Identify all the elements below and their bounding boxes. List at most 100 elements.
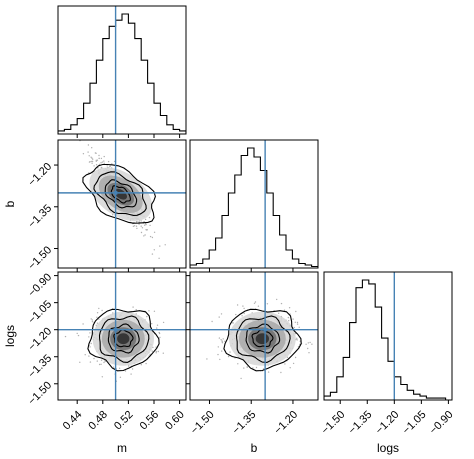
sample-point bbox=[103, 162, 105, 164]
sample-point bbox=[100, 157, 103, 160]
hist-b bbox=[189, 139, 319, 269]
x-tick-label: −1.35 bbox=[230, 409, 258, 437]
contour-2 bbox=[104, 179, 138, 209]
sample-point bbox=[98, 363, 101, 366]
sample-point bbox=[146, 315, 148, 318]
sample-point bbox=[311, 343, 313, 345]
x-axis-title-b: b bbox=[251, 441, 258, 455]
x-tick-label: 0.56 bbox=[138, 409, 162, 433]
sample-point bbox=[145, 362, 147, 365]
sample-point bbox=[89, 332, 91, 334]
y-axis-title-b: b bbox=[3, 200, 17, 207]
x-tick-label: 0.44 bbox=[61, 409, 85, 433]
sample-point bbox=[98, 154, 100, 157]
sample-point bbox=[98, 163, 101, 166]
sample-point bbox=[93, 357, 95, 360]
x-axis-m-col0: 0.44 0.48 0.52 0.56 0.60 m bbox=[61, 400, 187, 455]
sample-point bbox=[87, 151, 89, 153]
y-tick-label: −1.20 bbox=[26, 161, 54, 189]
sample-point bbox=[101, 376, 104, 378]
sample-point bbox=[88, 355, 90, 357]
sample-point bbox=[96, 360, 99, 362]
sample-point bbox=[71, 122, 72, 123]
sample-point bbox=[76, 332, 78, 335]
sample-point bbox=[89, 346, 91, 348]
panel-frame bbox=[57, 139, 187, 269]
sample-point bbox=[288, 320, 290, 322]
sample-point bbox=[82, 153, 85, 155]
sample-point bbox=[298, 326, 300, 328]
sample-point bbox=[286, 356, 289, 358]
sample-point bbox=[130, 373, 132, 375]
sample-point bbox=[135, 225, 138, 227]
sample-point bbox=[246, 366, 248, 368]
sample-point bbox=[107, 160, 110, 163]
density-level-3 bbox=[114, 188, 127, 200]
sample-point bbox=[64, 335, 67, 338]
panel-frame bbox=[57, 271, 187, 401]
panel-content bbox=[58, 272, 186, 400]
sample-point bbox=[153, 310, 156, 312]
sample-point bbox=[157, 350, 159, 353]
sample-point bbox=[206, 358, 208, 360]
sample-point bbox=[132, 225, 135, 227]
sample-point bbox=[95, 159, 98, 161]
sample-point bbox=[243, 307, 245, 310]
sample-point bbox=[135, 309, 137, 311]
sample-point bbox=[103, 361, 105, 364]
sample-point bbox=[287, 316, 290, 319]
sample-point bbox=[146, 229, 148, 231]
sample-point bbox=[221, 350, 223, 352]
sample-point bbox=[156, 327, 158, 329]
x-axis-title-m: m bbox=[117, 441, 127, 455]
sample-point bbox=[235, 313, 237, 316]
hist-step-b bbox=[190, 147, 318, 268]
sample-point bbox=[77, 334, 80, 337]
sample-point bbox=[140, 225, 142, 227]
sample-point bbox=[151, 236, 154, 239]
sample-point bbox=[88, 336, 90, 338]
sample-point bbox=[87, 144, 90, 146]
sample-point bbox=[100, 363, 102, 365]
x-tick-label: 0.52 bbox=[112, 409, 136, 433]
sample-point bbox=[93, 165, 95, 167]
sample-point bbox=[289, 367, 291, 369]
sample-point bbox=[162, 352, 164, 354]
sample-point bbox=[79, 361, 81, 363]
sample-point bbox=[103, 160, 105, 162]
sample-point bbox=[100, 359, 103, 361]
sample-point bbox=[153, 249, 155, 251]
panel-logs-vs-m bbox=[57, 271, 187, 401]
y-axis-logs: −1.50−1.35−1.20−1.05−0.90 logs bbox=[3, 271, 58, 408]
sample-point bbox=[308, 352, 310, 354]
sample-point bbox=[98, 157, 100, 160]
sample-point bbox=[224, 340, 226, 342]
sample-point bbox=[96, 159, 99, 161]
y-tick-label: −0.90 bbox=[26, 271, 54, 299]
sample-point bbox=[229, 351, 231, 353]
sample-point bbox=[242, 305, 244, 307]
x-tick-label: −1.20 bbox=[373, 409, 401, 437]
sample-point bbox=[254, 301, 257, 303]
sample-point bbox=[218, 337, 221, 339]
y-axis-title-logs: logs bbox=[3, 325, 17, 347]
sample-point bbox=[124, 370, 127, 372]
sample-point bbox=[88, 155, 90, 157]
sample-point bbox=[143, 235, 145, 237]
contour-0 bbox=[223, 308, 302, 372]
sample-point bbox=[91, 162, 93, 164]
sample-point bbox=[221, 342, 224, 344]
hist-step-m bbox=[58, 13, 186, 134]
hist-m bbox=[57, 5, 187, 135]
sample-point bbox=[138, 221, 140, 223]
sample-point bbox=[236, 304, 239, 306]
sample-point bbox=[140, 231, 143, 234]
sample-point bbox=[119, 376, 122, 378]
contour-1 bbox=[98, 315, 150, 363]
sample-point bbox=[103, 155, 105, 158]
sample-point bbox=[220, 339, 222, 341]
truth-marker bbox=[113, 327, 118, 332]
sample-point bbox=[91, 160, 94, 163]
sample-point bbox=[159, 245, 161, 247]
